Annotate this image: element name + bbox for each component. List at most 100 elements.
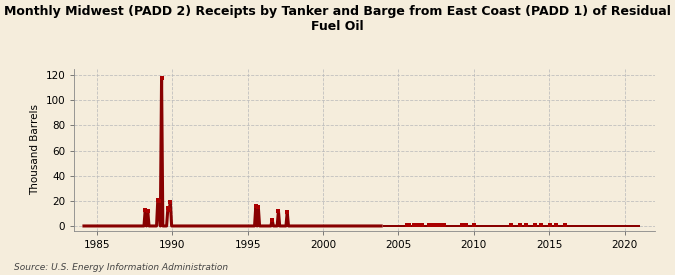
Point xyxy=(440,224,451,228)
Point xyxy=(622,224,633,228)
Point xyxy=(581,224,592,228)
Point xyxy=(599,224,610,228)
Point xyxy=(576,224,587,228)
Point xyxy=(508,224,519,228)
Point xyxy=(404,222,414,227)
Point xyxy=(464,224,475,228)
Point xyxy=(529,222,540,227)
Point xyxy=(475,224,486,228)
Point xyxy=(164,207,175,212)
Point xyxy=(516,224,526,228)
Point xyxy=(517,224,528,228)
Point xyxy=(583,224,594,228)
Point xyxy=(578,224,589,228)
Point xyxy=(589,224,599,228)
Point xyxy=(493,224,504,228)
Point xyxy=(590,224,601,228)
Point xyxy=(398,224,408,228)
Point xyxy=(557,224,568,228)
Point xyxy=(387,224,398,228)
Point xyxy=(552,224,563,228)
Point xyxy=(539,224,550,228)
Point xyxy=(449,224,460,228)
Point xyxy=(165,200,176,204)
Point xyxy=(477,224,487,228)
Point xyxy=(479,224,490,228)
Point xyxy=(487,224,497,228)
Point xyxy=(421,224,432,228)
Point xyxy=(537,224,547,228)
Point xyxy=(395,224,406,228)
Point xyxy=(625,224,636,228)
Point xyxy=(626,224,637,228)
Point xyxy=(627,224,638,228)
Point xyxy=(522,224,533,228)
Point xyxy=(444,224,455,228)
Text: Source: U.S. Energy Information Administration: Source: U.S. Energy Information Administ… xyxy=(14,263,227,272)
Point xyxy=(439,222,450,227)
Point xyxy=(596,224,607,228)
Point xyxy=(418,224,429,228)
Point xyxy=(510,224,521,228)
Point xyxy=(383,224,394,228)
Point xyxy=(494,224,505,228)
Point xyxy=(415,224,426,228)
Point xyxy=(556,224,566,228)
Point xyxy=(543,224,554,228)
Point xyxy=(614,224,624,228)
Point xyxy=(611,224,622,228)
Point xyxy=(577,224,588,228)
Point xyxy=(568,224,579,228)
Point xyxy=(418,224,429,228)
Point xyxy=(142,209,153,213)
Point xyxy=(602,224,613,228)
Point xyxy=(533,224,544,228)
Point xyxy=(595,224,605,228)
Point xyxy=(514,222,525,227)
Point xyxy=(554,224,564,228)
Point xyxy=(631,224,642,228)
Point xyxy=(495,224,506,228)
Point xyxy=(524,224,535,228)
Point xyxy=(519,224,530,228)
Point xyxy=(485,224,496,228)
Point xyxy=(267,218,277,222)
Point xyxy=(610,224,620,228)
Point xyxy=(392,224,403,228)
Point xyxy=(465,224,476,228)
Point xyxy=(153,197,163,202)
Point xyxy=(538,224,549,228)
Point xyxy=(523,224,534,228)
Point xyxy=(399,224,410,228)
Point xyxy=(554,224,565,228)
Point xyxy=(437,224,448,228)
Point xyxy=(394,224,404,228)
Point xyxy=(582,224,593,228)
Point xyxy=(414,224,425,228)
Point xyxy=(632,224,643,228)
Point xyxy=(562,224,573,228)
Point xyxy=(429,224,439,228)
Point xyxy=(443,224,454,228)
Point xyxy=(599,224,610,228)
Point xyxy=(506,222,516,227)
Point xyxy=(282,210,293,214)
Point xyxy=(250,204,261,208)
Point xyxy=(603,224,614,228)
Point xyxy=(402,224,413,228)
Point xyxy=(571,224,582,228)
Point xyxy=(609,224,620,228)
Point xyxy=(472,224,483,228)
Point xyxy=(391,224,402,228)
Point xyxy=(503,224,514,228)
Point xyxy=(549,224,560,228)
Point xyxy=(481,224,492,228)
Point xyxy=(481,224,491,228)
Point xyxy=(528,224,539,228)
Point xyxy=(454,224,465,228)
Point xyxy=(605,224,616,228)
Point xyxy=(601,224,612,228)
Point xyxy=(518,224,529,228)
Point xyxy=(531,224,541,228)
Point xyxy=(563,224,574,228)
